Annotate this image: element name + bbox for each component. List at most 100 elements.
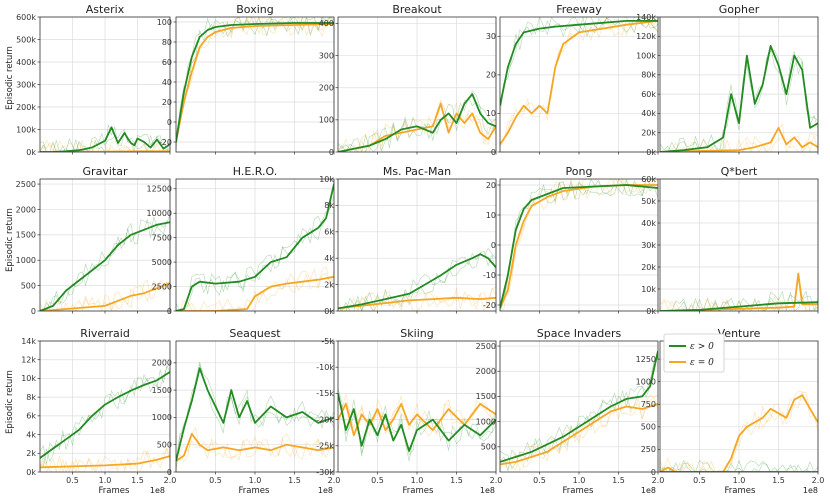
- run-trace-eps-eq-0: [660, 391, 818, 472]
- series-line-eps-gt-0: [660, 45, 818, 152]
- y-tick-label: 60k: [641, 90, 656, 99]
- x-axis-label-col-4: Frames: [563, 486, 594, 496]
- run-trace-eps-eq-0: [500, 17, 658, 139]
- y-tick-label: 20: [486, 181, 496, 190]
- series-line-eps-eq-0: [500, 403, 658, 466]
- x-tick-label: 1.0: [573, 476, 586, 485]
- series-group: [40, 363, 170, 472]
- x-tick-label: 0.5: [693, 476, 706, 485]
- panel-gravitar: Gravitar 0 500 1000 1500 2000 2500: [16, 165, 171, 316]
- y-tick-label: 80: [162, 38, 172, 47]
- y-tick-label: 50k: [641, 197, 656, 206]
- run-trace-eps-gt-0: [500, 179, 658, 302]
- x-tick-label: 0.5: [66, 476, 79, 485]
- run-trace-eps-gt-0: [176, 195, 334, 311]
- y-tick-label: 0k: [324, 307, 334, 316]
- y-tick-label: 500: [21, 281, 36, 290]
- series-group: [40, 214, 170, 311]
- panels-container: Asterix0k100k200k300k400k500k600kBoxing-…: [16, 3, 825, 485]
- run-trace-eps-eq-0: [40, 139, 170, 152]
- series-line-eps-gt-0: [40, 221, 170, 311]
- y-tick-label: 6k: [324, 228, 334, 237]
- series-line-eps-eq-0: [40, 282, 170, 311]
- run-trace-eps-eq-0: [176, 268, 334, 311]
- panel-title: Riverraid: [80, 327, 130, 340]
- legend-label-eps-gt-0: ε > 0: [690, 342, 714, 352]
- run-trace-eps-eq-0: [40, 279, 170, 311]
- y-tick-label: -5k: [321, 337, 334, 346]
- run-trace-eps-eq-0: [40, 447, 170, 472]
- y-tick-label: 12k: [21, 356, 36, 365]
- y-tick-label: 1000: [636, 377, 656, 386]
- series-line-eps-gt-0: [338, 253, 496, 310]
- y-tick-label: 1000: [16, 256, 36, 265]
- x-tick-label: 1.5: [772, 476, 785, 485]
- y-tick-label: 400: [319, 19, 334, 28]
- y-tick-label: 200: [319, 84, 334, 93]
- run-trace-eps-eq-0: [176, 266, 334, 311]
- run-trace-eps-gt-0: [338, 399, 496, 457]
- x-axis-label-col-1: Frames: [99, 486, 130, 496]
- y-tick-label: 40k: [641, 109, 656, 118]
- run-trace-eps-eq-0: [338, 287, 496, 311]
- y-tick-label: 40: [162, 78, 172, 87]
- x-tick-label: 1.5: [450, 476, 463, 485]
- y-tick-label: 8k: [26, 393, 36, 402]
- y-tick-label: 0k: [646, 148, 656, 157]
- y-tick-label: 1000: [152, 413, 172, 422]
- y-tick-label: 600k: [16, 13, 36, 22]
- series-group: [660, 390, 818, 472]
- y-tick-label: 500k: [16, 35, 36, 44]
- y-tick-label: 2k: [26, 449, 36, 458]
- y-tick-label: 30: [486, 32, 496, 41]
- y-tick-label: 500: [641, 423, 656, 432]
- y-tick-label: -20: [159, 138, 172, 147]
- run-trace-eps-gt-0: [660, 459, 818, 472]
- y-tick-label: 120k: [636, 32, 656, 41]
- panel-title: Ms. Pac-Man: [383, 165, 451, 178]
- panel-title: Asterix: [86, 3, 125, 16]
- series-group: [176, 361, 334, 472]
- x-tick-label: 1.0: [733, 476, 746, 485]
- x-axis-label-col-5: Frames: [725, 486, 756, 496]
- legend-label-eps-eq-0: ε = 0: [690, 358, 714, 368]
- y-tick-label: 100: [319, 116, 334, 125]
- series-line-eps-eq-0: [176, 23, 334, 143]
- series-line-eps-gt-0: [500, 350, 658, 463]
- y-tick-label: 1250: [636, 355, 656, 364]
- y-tick-label: 4k: [324, 254, 334, 263]
- y-tick-label: 10000: [147, 209, 172, 218]
- y-tick-label: 500: [157, 441, 172, 450]
- run-trace-eps-gt-0: [660, 290, 818, 311]
- panel-title: Breakout: [392, 3, 442, 16]
- legend: ε > 0 ε = 0: [663, 333, 725, 373]
- panel-title: Boxing: [236, 3, 273, 16]
- x-tick-label: 2.0: [652, 476, 665, 485]
- run-trace-eps-eq-0: [338, 286, 496, 311]
- y-tick-label: 20: [486, 71, 496, 80]
- y-tick-label: 5000: [152, 258, 172, 267]
- y-tick-label: 10k: [641, 285, 656, 294]
- run-trace-eps-gt-0: [338, 250, 496, 311]
- x-tick-label: 0.5: [209, 476, 222, 485]
- y-tick-label: 20: [162, 98, 172, 107]
- y-tick-label: 12500: [147, 185, 172, 194]
- y-tick-label: 4k: [26, 430, 36, 439]
- x-axis-label-col-3: Frames: [403, 486, 434, 496]
- run-trace-eps-eq-0: [660, 134, 818, 152]
- series-group: [500, 17, 658, 147]
- run-trace-eps-eq-0: [500, 17, 658, 147]
- y-tick-label: 0k: [26, 468, 36, 477]
- y-tick-label: 2000: [152, 359, 172, 368]
- y-tick-label: 0k: [646, 307, 656, 316]
- y-tick-label: 2500: [16, 180, 36, 189]
- y-tick-label: 750: [641, 400, 656, 409]
- series-line-eps-gt-0: [176, 367, 334, 462]
- series-group: [338, 90, 496, 152]
- y-tick-label: 2000: [16, 205, 36, 214]
- run-trace-eps-eq-0: [660, 278, 818, 311]
- x-multiplier-col-4: 1e8: [641, 486, 656, 495]
- run-trace-eps-eq-0: [500, 394, 658, 471]
- x-tick-label: 2.0: [490, 476, 503, 485]
- run-trace-eps-gt-0: [40, 363, 170, 465]
